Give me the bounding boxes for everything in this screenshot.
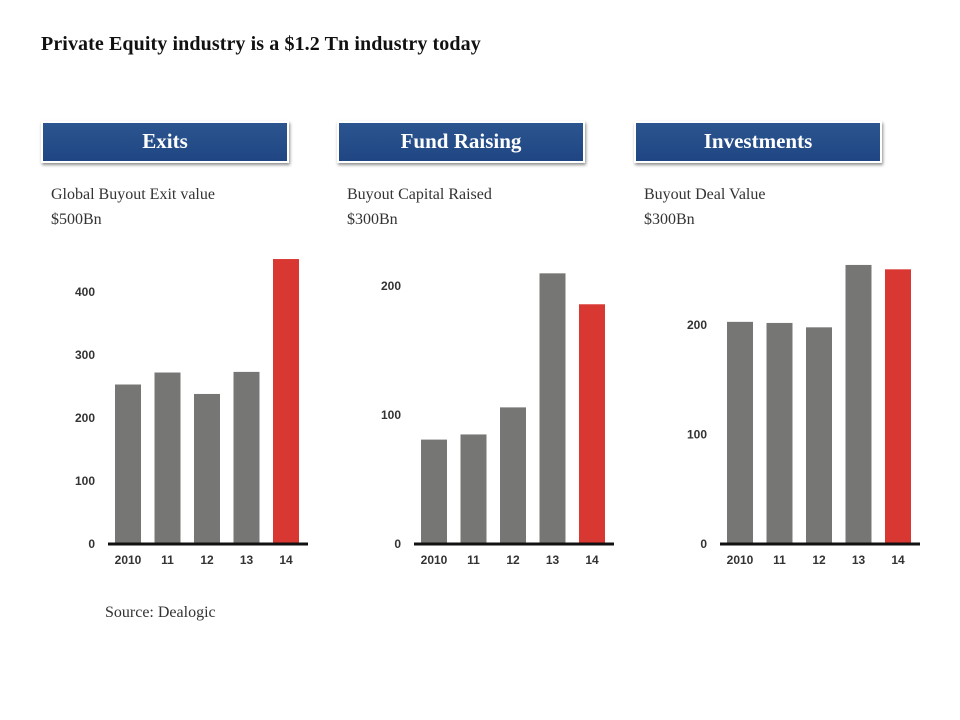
investments-x-tick-label: 13: [852, 553, 866, 567]
investments-panel: Investments Buyout Deal Value $300Bn: [634, 121, 934, 591]
fund-raising-panel: Fund Raising Buyout Capital Raised $300B…: [337, 121, 637, 591]
exits-bar-chart: 0 100 200 300 400 2010 11 12 13 14: [75, 259, 308, 567]
exits-bar-12: [194, 393, 220, 544]
investments-x-tick-label: 12: [812, 553, 826, 567]
fund-raising-x-tick-label: 2010: [421, 553, 448, 567]
fund-raising-bar-11: [460, 434, 487, 544]
fund-raising-y-tick-label: 0: [394, 537, 401, 551]
exits-x-tick-label: 12: [200, 553, 214, 567]
investments-metric-value: $300Bn: [644, 211, 695, 228]
exits-metric-label: Global Buyout Exit value: [51, 186, 215, 203]
investments-metric-label: Buyout Deal Value: [644, 186, 766, 203]
fund-raising-x-tick-label: 12: [506, 553, 520, 567]
exits-y-tick-label: 100: [75, 474, 95, 488]
page-title: Private Equity industry is a $1.2 Tn ind…: [41, 33, 481, 55]
exits-bar-2010: [115, 384, 141, 544]
investments-y-tick-label: 100: [687, 428, 707, 442]
investments-x-tick-label: 11: [773, 553, 786, 567]
investments-bar-14: [885, 269, 911, 544]
investments-bar-13: [845, 264, 872, 544]
exits-bar-11: [154, 372, 181, 544]
exits-x-tick-label: 13: [240, 553, 254, 567]
fund-raising-bar-14: [579, 304, 605, 544]
exits-panel: Exits Global Buyout Exit value $500Bn: [41, 121, 341, 591]
fund-raising-x-tick-label: 14: [585, 553, 599, 567]
exits-x-tick-label: 14: [279, 553, 293, 567]
investments-bar-chart: 0 100 200 2010 11 12 13 14: [687, 264, 920, 567]
investments-bar-11: [766, 322, 793, 544]
fund-raising-y-tick-label: 200: [381, 279, 401, 293]
exits-bar-14: [273, 259, 299, 544]
exits-metric-value: $500Bn: [51, 211, 102, 228]
investments-y-tick-label: 200: [687, 318, 707, 332]
fund-raising-bar-12: [500, 407, 526, 544]
exits-x-tick-label: 11: [161, 553, 174, 567]
fund-raising-header: Fund Raising: [337, 121, 585, 163]
fund-raising-bar-2010: [421, 439, 447, 544]
fund-raising-bar-13: [539, 273, 566, 544]
investments-bar-12: [806, 327, 832, 544]
fund-raising-y-tick-label: 100: [381, 408, 401, 422]
investments-header: Investments: [634, 121, 882, 163]
source-note: Source: Dealogic: [105, 604, 216, 621]
exits-header: Exits: [41, 121, 289, 163]
fund-raising-metric-label: Buyout Capital Raised: [347, 186, 492, 203]
investments-bar-2010: [727, 321, 753, 544]
investments-x-tick-label: 2010: [727, 553, 754, 567]
exits-bar-13: [233, 371, 260, 544]
exits-y-tick-label: 400: [75, 285, 95, 299]
fund-raising-x-tick-label: 13: [546, 553, 560, 567]
investments-y-tick-label: 0: [700, 537, 707, 551]
exits-y-tick-label: 200: [75, 411, 95, 425]
fund-raising-metric-value: $300Bn: [347, 211, 398, 228]
fund-raising-bar-chart: 0 100 200 2010 11 12 13 14: [381, 273, 614, 567]
exits-x-tick-label: 2010: [115, 553, 142, 567]
exits-y-tick-label: 0: [88, 537, 95, 551]
exits-y-tick-label: 300: [75, 348, 95, 362]
investments-x-tick-label: 14: [891, 553, 905, 567]
fund-raising-x-tick-label: 11: [467, 553, 480, 567]
